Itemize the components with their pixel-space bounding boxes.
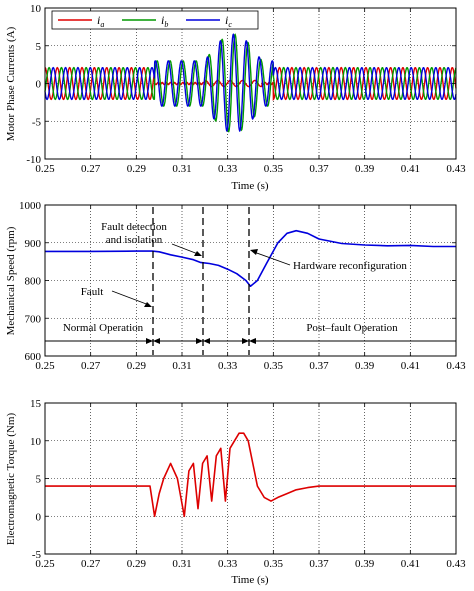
torque-series-line bbox=[45, 432, 456, 518]
speed-x-tick-label: 0.33 bbox=[218, 360, 238, 372]
torque-y-ticks: 15 10 5 0 -5 bbox=[30, 398, 456, 561]
torque-x-tick-label: 0.33 bbox=[218, 558, 238, 570]
currents-x-tick-label: 0.25 bbox=[35, 163, 55, 175]
hardware-reconfig-arrow bbox=[253, 251, 291, 266]
torque-x-tick-label: 0.39 bbox=[355, 558, 375, 570]
torque-x-tick-label: 0.31 bbox=[172, 558, 191, 570]
currents-x-tick-label: 0.39 bbox=[355, 163, 375, 175]
speed-series-line bbox=[45, 229, 456, 287]
hardware-reconfig-arrowhead bbox=[250, 249, 258, 255]
torque-series bbox=[44, 432, 457, 518]
normal-operation-label: Normal Operation bbox=[63, 322, 144, 334]
speed-y-ticks: 1000 900 800 700 600 bbox=[19, 200, 456, 363]
speed-x-tick-label: 0.31 bbox=[172, 360, 191, 372]
fault-detection-arrow bbox=[171, 243, 199, 255]
fault-detection-label-line2: and isolation bbox=[106, 234, 163, 246]
speed-x-tick-label: 0.27 bbox=[81, 360, 101, 372]
torque-x-tick-label: 0.29 bbox=[127, 558, 147, 570]
currents-x-label: Time (s) bbox=[231, 180, 269, 192]
speed-y-tick-label: 700 bbox=[25, 313, 42, 325]
legend-ib-label: ib bbox=[161, 13, 168, 29]
torque-y-label: Electromagnetic Torque (Nm) bbox=[5, 413, 17, 546]
speed-y-tick-label: 800 bbox=[25, 276, 42, 288]
currents-x-tick-label: 0.41 bbox=[401, 163, 420, 175]
fault-detection-label: Fault detection bbox=[101, 221, 167, 233]
currents-x-tick-label: 0.29 bbox=[127, 163, 147, 175]
post-fault-operation-label: Post–fault Operation bbox=[306, 322, 398, 334]
currents-y-tick-label: 5 bbox=[36, 41, 42, 53]
speed-y-tick-label: 600 bbox=[25, 351, 42, 363]
speed-x-tick-label: 0.41 bbox=[401, 360, 420, 372]
torque-y-tick-label: -5 bbox=[32, 549, 42, 561]
currents-y-ticks: 10 5 0 -5 -10 bbox=[26, 3, 456, 166]
torque-grid bbox=[44, 402, 457, 555]
torque-y-tick-label: 5 bbox=[36, 474, 42, 486]
current-series-i-b bbox=[44, 33, 457, 133]
speed-chart: 1000 900 800 700 600 0.25 0.27 0.29 0.31 0.33 0.3… bbox=[5, 200, 466, 372]
torque-x-ticks: 0.25 0.27 0.29 0.31 0.33 0.35 0.37 0.39 0.41 0.43 bbox=[35, 403, 466, 570]
current-series-i-a bbox=[44, 66, 457, 102]
torque-y-tick-label: 15 bbox=[30, 398, 42, 410]
torque-x-tick-label: 0.37 bbox=[309, 558, 329, 570]
currents-series bbox=[44, 33, 457, 133]
hardware-reconfig-label: Hardware reconfiguration bbox=[293, 260, 407, 272]
speed-x-tick-label: 0.43 bbox=[446, 360, 466, 372]
speed-y-label: Mechanical Speed (rpm) bbox=[5, 226, 17, 335]
currents-x-tick-label: 0.31 bbox=[172, 163, 191, 175]
currents-x-tick-label: 0.37 bbox=[309, 163, 329, 175]
currents-x-tick-label: 0.33 bbox=[218, 163, 238, 175]
currents-x-ticks: 0.25 0.27 0.29 0.31 0.33 0.35 0.37 0.39 0.41 0.43 bbox=[35, 8, 466, 175]
currents-y-tick-label: -10 bbox=[26, 154, 41, 166]
speed-x-tick-label: 0.29 bbox=[127, 360, 147, 372]
speed-y-tick-label: 900 bbox=[25, 238, 42, 250]
speed-x-tick-label: 0.37 bbox=[309, 360, 329, 372]
currents-y-label: Motor Phase Currents (A) bbox=[5, 26, 17, 141]
speed-series bbox=[44, 229, 457, 287]
currents-y-tick-label: 0 bbox=[36, 79, 42, 91]
torque-x-label: Time (s) bbox=[231, 574, 269, 586]
currents-y-tick-label: 10 bbox=[30, 3, 42, 15]
speed-x-tick-label: 0.39 bbox=[355, 360, 375, 372]
torque-x-tick-label: 0.43 bbox=[446, 558, 466, 570]
currents-legend: ia ib ic bbox=[51, 10, 259, 30]
currents-y-tick-label: -5 bbox=[32, 116, 42, 128]
torque-y-tick-label: 10 bbox=[30, 436, 42, 448]
torque-chart: 15 10 5 0 -5 0.25 0.27 0.29 0.31 0.33 0.35 0.37 0.3… bbox=[5, 398, 466, 586]
torque-x-tick-label: 0.35 bbox=[264, 558, 284, 570]
torque-x-tick-label: 0.27 bbox=[81, 558, 101, 570]
torque-y-tick-label: 0 bbox=[36, 511, 42, 523]
torque-x-tick-label: 0.25 bbox=[35, 558, 55, 570]
legend-ic-label: ic bbox=[225, 13, 232, 29]
fault-arrow bbox=[111, 290, 150, 306]
fault-arrowhead bbox=[144, 302, 152, 307]
currents-x-tick-label: 0.43 bbox=[446, 163, 466, 175]
speed-x-tick-label: 0.35 bbox=[264, 360, 284, 372]
currents-x-tick-label: 0.35 bbox=[264, 163, 284, 175]
operation-arrowheads bbox=[146, 338, 256, 344]
fault-detection-arrowhead bbox=[194, 251, 202, 256]
speed-x-tick-label: 0.25 bbox=[35, 360, 55, 372]
torque-x-tick-label: 0.41 bbox=[401, 558, 420, 570]
torque-plot-frame bbox=[44, 402, 457, 555]
legend-ia-label: ia bbox=[97, 13, 104, 29]
currents-x-tick-label: 0.27 bbox=[81, 163, 101, 175]
speed-y-tick-label: 1000 bbox=[19, 200, 42, 212]
current-series-i-c bbox=[44, 33, 457, 133]
fault-label: Fault bbox=[81, 286, 104, 298]
speed-x-ticks: 0.25 0.27 0.29 0.31 0.33 0.35 0.37 0.39 0.41 0.43 bbox=[35, 205, 466, 372]
